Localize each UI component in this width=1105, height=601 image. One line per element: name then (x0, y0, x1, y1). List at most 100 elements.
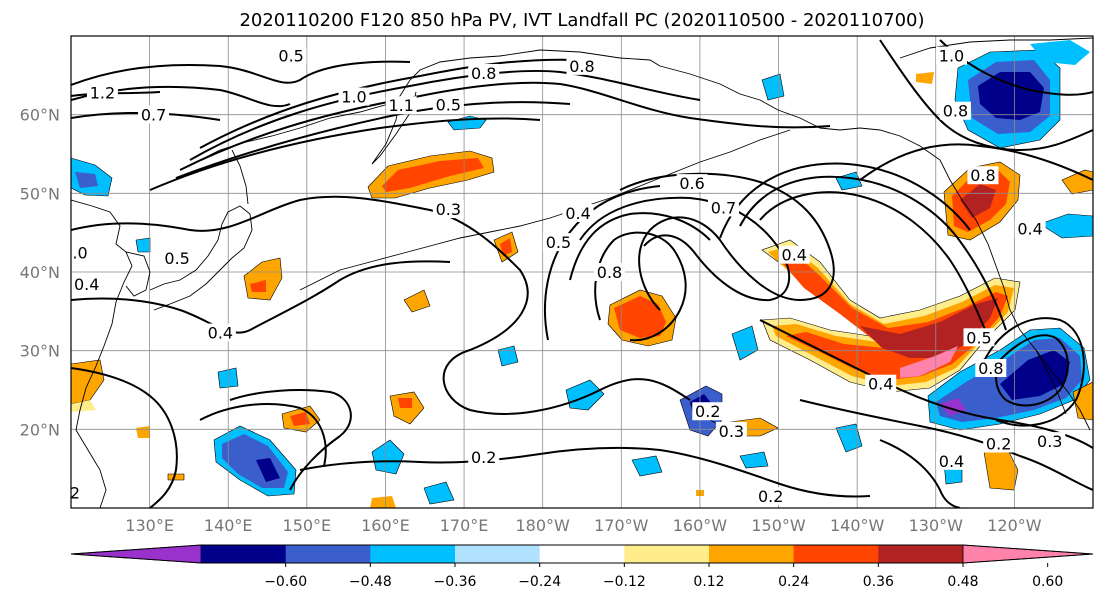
contour-label: 0.3 (1037, 432, 1062, 451)
colorbar-tick-label: −0.48 (349, 574, 392, 590)
colorbar-outline (70, 544, 1094, 564)
contour-label: 0.2 (471, 448, 496, 467)
contour-label-bg (71, 274, 103, 293)
colorbar-segment (624, 545, 710, 563)
contour-south-1 (759, 319, 1093, 449)
contour-trough-1 (619, 172, 835, 311)
contour-label-bg (939, 101, 971, 120)
shade-goa-top-light (1030, 40, 1090, 65)
contour-label-bg (594, 263, 626, 281)
shade-orange-300-red (290, 412, 310, 426)
shade-okhotsk-red (382, 158, 484, 192)
shade-cpac-red (614, 296, 666, 338)
contour-label-bg (385, 96, 417, 115)
contour-label-bg (432, 95, 464, 114)
colorbar-segment (793, 545, 879, 563)
shade-orange-400-red (398, 398, 412, 408)
colorbar-tick-label: 0.48 (947, 574, 978, 590)
contour-jet-5 (149, 117, 541, 191)
contour-ridge-3 (719, 162, 971, 239)
contour-04-west (71, 260, 451, 334)
contour-label-bg (1014, 219, 1046, 238)
shade-orange-380 (370, 496, 396, 508)
contour-ridge-2 (739, 175, 1007, 331)
shade-blue-840 (835, 423, 863, 453)
coast-asia (71, 199, 133, 508)
x-tick-label: 140°E (204, 516, 253, 535)
x-tick-label: 130°E (125, 516, 174, 535)
contour-label: 0.4 (782, 246, 807, 265)
contour-sw-asia-2 (199, 403, 327, 467)
colorbar-segment (709, 545, 795, 563)
shade-ar-band-darkred (860, 298, 998, 358)
contour-label: 0.4 (565, 204, 590, 223)
contour-label-bg (468, 63, 500, 82)
contour-label: 0.4 (74, 275, 99, 294)
shade-phil-dark (256, 458, 280, 482)
contour-label: 0.3 (719, 422, 744, 441)
contour-label-bg (161, 248, 193, 267)
contour-label: 1.0 (341, 88, 366, 107)
shade-blue-425 (423, 481, 455, 505)
gridlines (71, 36, 1093, 508)
contour-label: 0.8 (943, 102, 968, 121)
coast-na-west (939, 159, 1091, 431)
coast-alaska (659, 65, 941, 161)
x-tick-label: 180°W (516, 516, 571, 535)
contour-label: 0.8 (471, 64, 496, 83)
colorbar: −0.60 −0.48 −0.36 −0.24 −0.12 0.12 0.24 0.36 0.4… (70, 544, 1094, 590)
shade-orange-170 (167, 473, 185, 481)
coast-siberia (199, 55, 501, 161)
y-tick-label: 20°N (20, 420, 60, 439)
contour-label: 0.0 (62, 243, 87, 262)
shade-wpac-a-red (500, 238, 512, 256)
contour-label: 0.2 (758, 487, 783, 506)
colorbar-segment (370, 545, 456, 563)
coast-japan (149, 205, 253, 311)
contour-label: 1.2 (90, 84, 115, 103)
contour-02 (299, 446, 871, 498)
contour-jet-3 (199, 58, 581, 149)
contour-label-bg (71, 483, 82, 502)
contour-label: 0.4 (208, 324, 233, 343)
x-tick-label: 140°W (830, 516, 885, 535)
contour-jet-1 (179, 81, 831, 171)
shade-orange-west-yellow (71, 400, 96, 412)
contour-label-bg (708, 198, 740, 217)
x-tick-label: 130°W (909, 516, 964, 535)
contour-label-bg (275, 46, 307, 65)
contour-low-sw-2 (979, 317, 1085, 427)
contour-label-bg (71, 243, 91, 262)
contour-label-bg (935, 46, 967, 65)
map-frame (70, 35, 1094, 509)
colorbar-tick-label: −0.60 (264, 574, 307, 590)
contour-label-bg (86, 83, 118, 102)
contour-label: 0.3 (436, 200, 461, 219)
x-tick-label: 150°W (751, 516, 806, 535)
colorbar-tick-label: 0.60 (1032, 574, 1063, 590)
shade-nw-canada (1039, 213, 1093, 239)
contour-label-bg (963, 328, 995, 347)
colorbar-tick-label: 0.36 (863, 574, 894, 590)
contour-label-bg (542, 233, 574, 252)
shade-blue-500 (497, 345, 519, 367)
contour-label-bg (204, 323, 236, 342)
map-panel: 0.5 1.2 0.7 1.0 1.1 0.5 0.8 0.8 1.0 0.8 0.3 0.6 0.4 0… (62, 35, 1094, 509)
shade-south-low-dark (1000, 350, 1070, 400)
contour-label: 2 (70, 483, 80, 502)
contour-label-bg (865, 374, 897, 393)
y-axis-ticks: 20°N 30°N 40°N 50°N 60°N (20, 106, 60, 440)
contour-label: 0.5 (436, 95, 461, 114)
colorbar-tick-label: 0.24 (778, 574, 809, 590)
figure-title: 2020110200 F120 850 hPa PV, IVT Landfall… (239, 10, 924, 31)
coast-aleutians (299, 129, 791, 291)
x-tick-label: 160°E (361, 516, 410, 535)
contour-north-1 (71, 60, 411, 86)
contour-labels: 0.5 1.2 0.7 1.0 1.1 0.5 0.8 0.8 1.0 0.8 0.3 0.6 0.4 0… (62, 46, 1066, 506)
contour-label-bg (967, 166, 999, 185)
shade-orange-west (71, 359, 105, 405)
shade-korea-blue (135, 237, 151, 253)
contour-label: 0.4 (1017, 220, 1042, 239)
shade-baja-orange (1072, 381, 1093, 421)
contour-label-bg (138, 105, 170, 124)
